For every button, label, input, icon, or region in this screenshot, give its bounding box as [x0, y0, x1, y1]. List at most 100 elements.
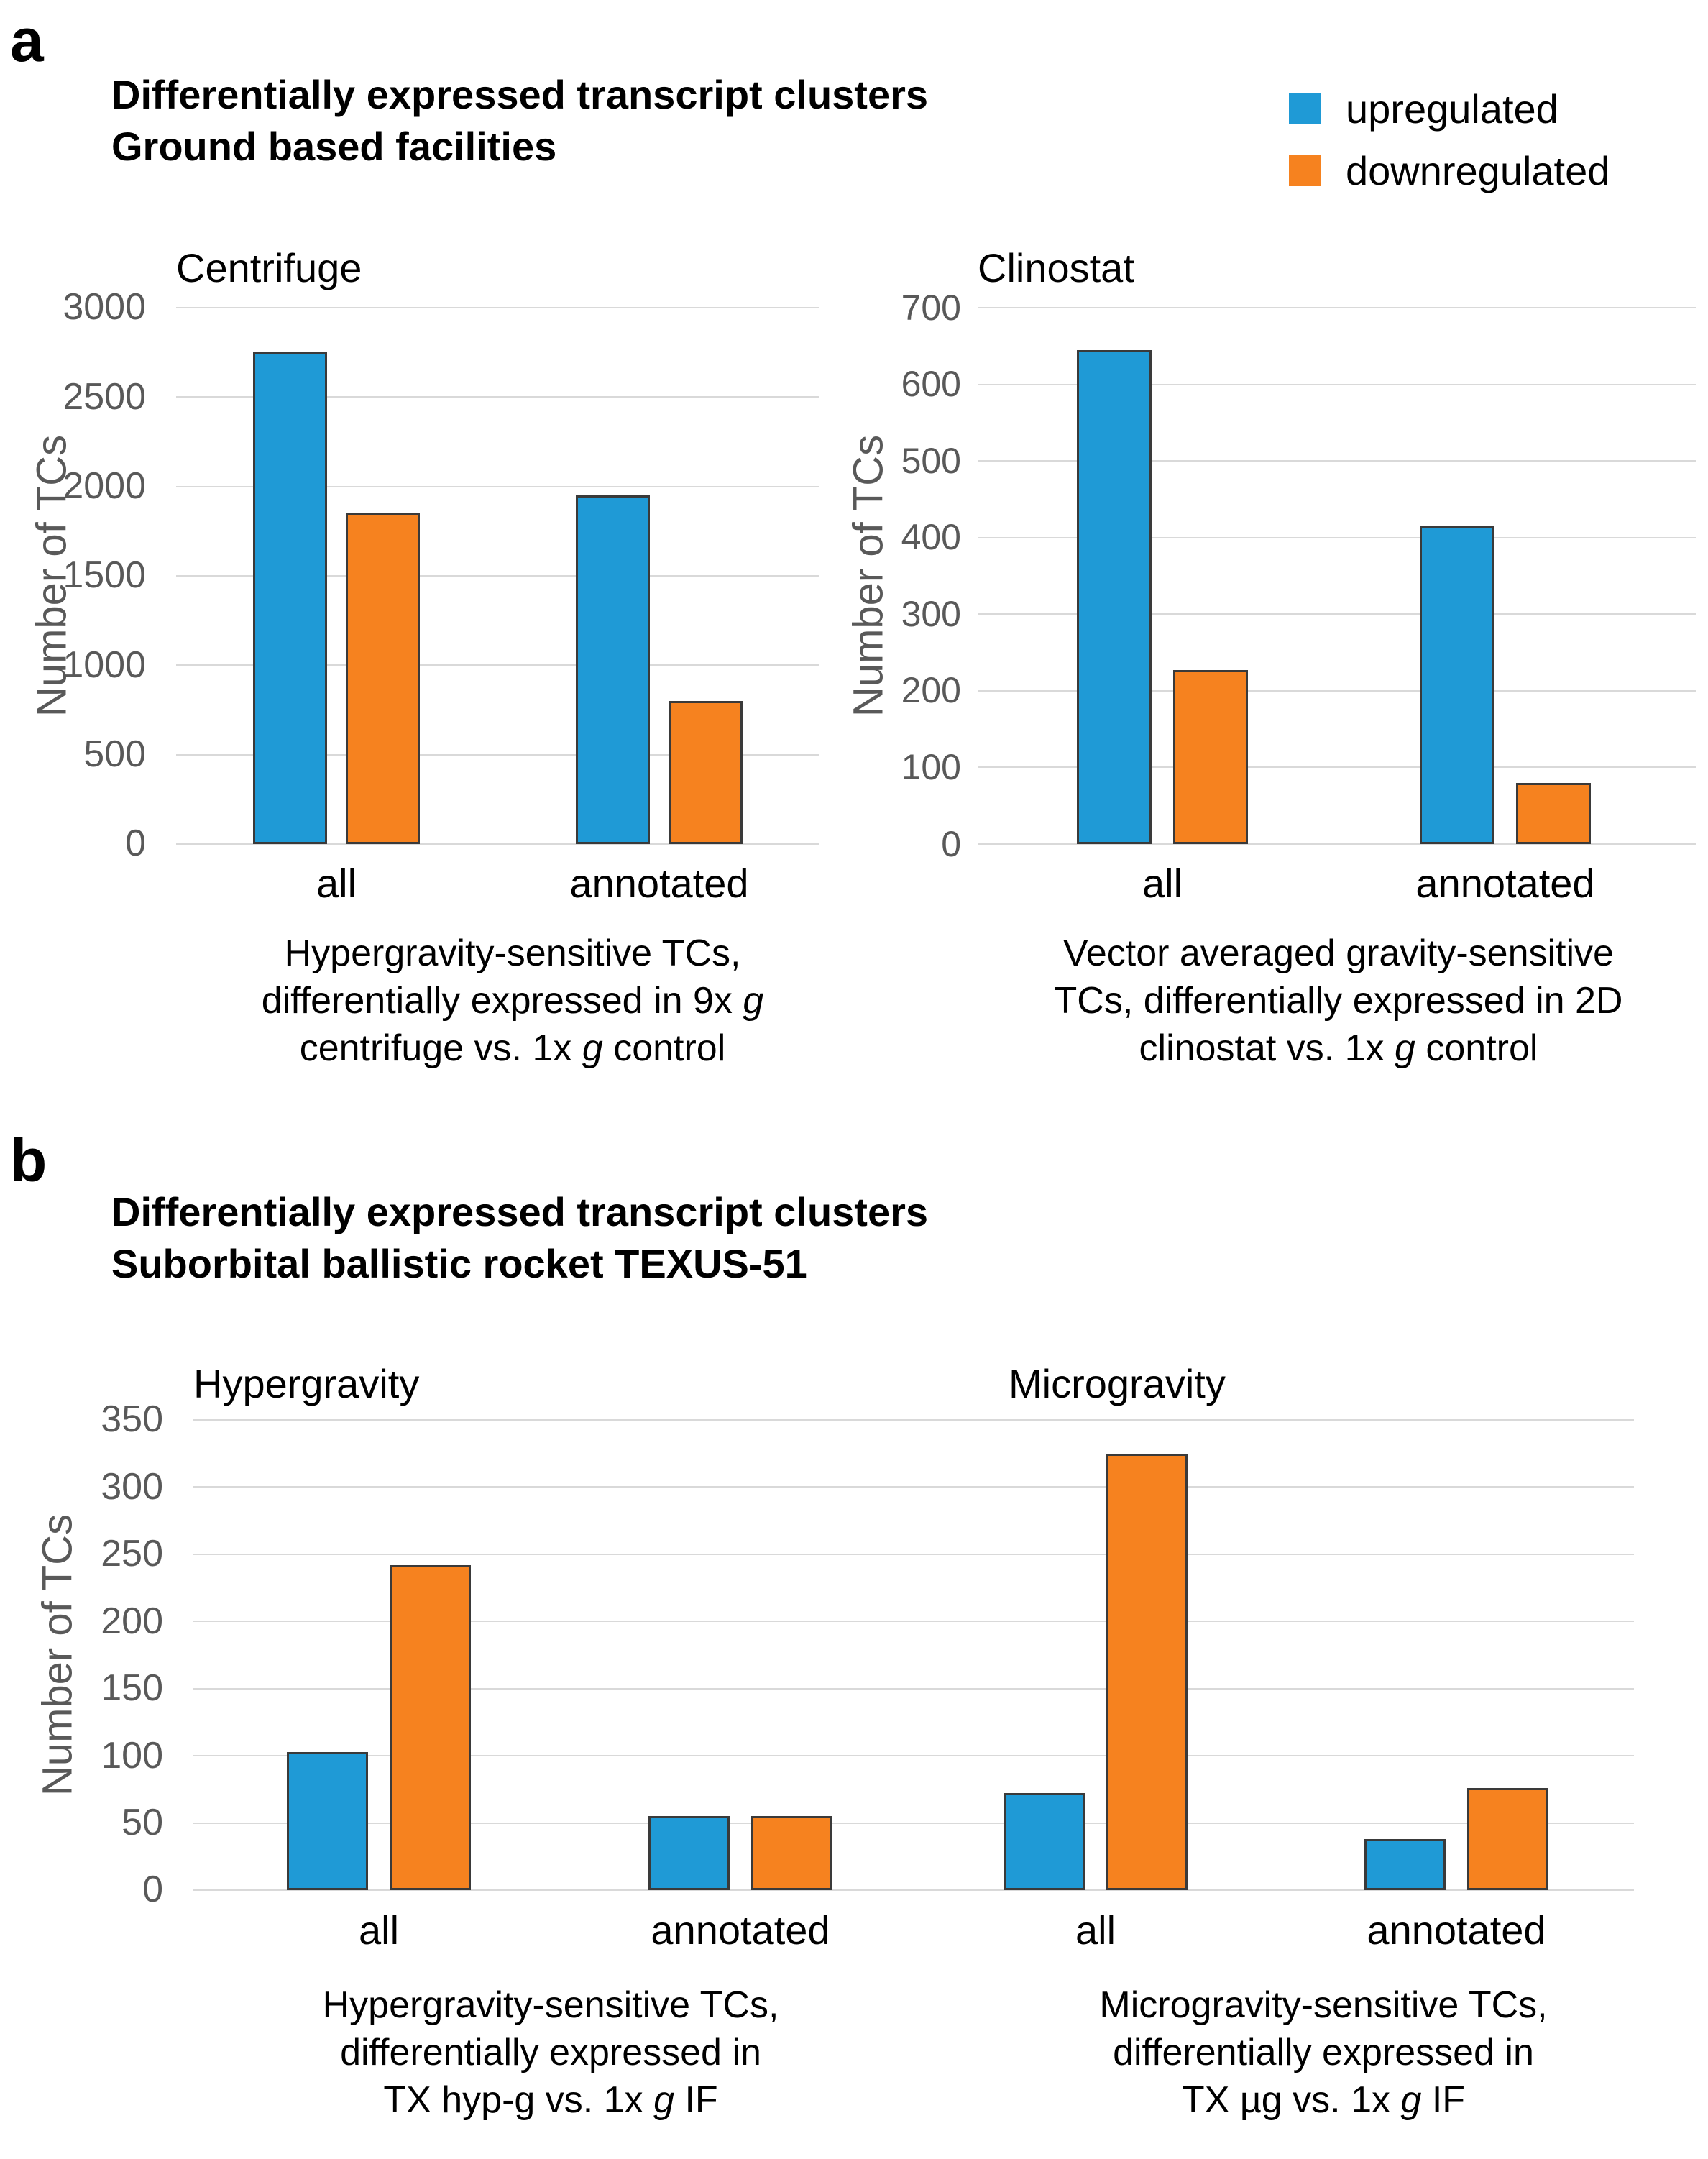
clinostat-tick-label: 700 [901, 288, 961, 328]
texus_hypergravity-bar-upregulated-annotated [648, 1816, 730, 1890]
texus_microgravity-bar-downregulated-annotated [1467, 1788, 1548, 1890]
clinostat-chart-title: Clinostat [978, 245, 1134, 290]
texus_hypergravity-gridline [193, 1554, 1634, 1555]
clinostat-bar-downregulated-all [1173, 670, 1248, 844]
texus_hypergravity-tick-label: 350 [101, 1398, 163, 1440]
centrifuge-tick-label: 1500 [63, 554, 146, 596]
texus_hypergravity-category-label-all: all [358, 1907, 400, 1953]
clinostat-gridline [978, 460, 1696, 462]
clinostat-gridline [978, 537, 1696, 538]
texus_hypergravity-tick-label: 300 [101, 1466, 163, 1508]
clinostat-tick-label: 300 [901, 594, 961, 634]
centrifuge-gridline [176, 486, 819, 487]
centrifuge-tick-label: 1000 [63, 644, 146, 686]
panel-b-label: b [10, 1127, 47, 1194]
panel-a-title-line2: Ground based facilities [111, 124, 557, 169]
centrifuge-category-label-annotated: annotated [569, 861, 749, 906]
texus_microgravity-chart-title: Microgravity [1009, 1361, 1226, 1406]
texus_hypergravity-tick-label: 50 [121, 1802, 163, 1843]
clinostat-gridline [978, 843, 1696, 845]
clinostat-category-label-annotated: annotated [1415, 861, 1595, 906]
texus_hypergravity-bar-downregulated-annotated [751, 1816, 832, 1890]
texus_hypergravity-caption: Hypergravity-sensitive TCs, differentiall… [323, 1981, 779, 2124]
texus_hypergravity-gridline [193, 1688, 1634, 1690]
clinostat-category-label-all: all [1142, 861, 1183, 906]
clinostat-tick-label: 400 [901, 517, 961, 557]
texus_hypergravity-gridline [193, 1823, 1634, 1824]
texus_microgravity-bar-upregulated-annotated [1364, 1839, 1446, 1890]
centrifuge-caption: Hypergravity-sensitive TCs, differentiall… [262, 930, 764, 1072]
clinostat-tick-label: 500 [901, 441, 961, 481]
centrifuge-tick-label: 3000 [63, 286, 146, 328]
clinostat-tick-label: 600 [901, 364, 961, 404]
centrifuge-gridline [176, 396, 819, 398]
centrifuge-bar-upregulated-all [253, 352, 327, 844]
clinostat-bar-upregulated-annotated [1420, 526, 1494, 844]
texus_microgravity-bar-upregulated-all [1004, 1793, 1085, 1890]
clinostat-gridline [978, 384, 1696, 385]
centrifuge-gridline [176, 754, 819, 756]
texus_microgravity-caption-line: TX µg vs. 1x g IF [1181, 2079, 1466, 2121]
centrifuge-gridline [176, 664, 819, 666]
legend-item-downregulated: downregulated [1289, 148, 1610, 193]
legend-label-upregulated: upregulated [1346, 86, 1558, 132]
centrifuge-bar-upregulated-annotated [576, 495, 650, 844]
texus_hypergravity-tick-label: 250 [101, 1533, 163, 1574]
centrifuge-gridline [176, 575, 819, 577]
centrifuge-caption-line: centrifuge vs. 1x g control [299, 1027, 726, 1069]
texus_hypergravity-category-label-annotated: annotated [651, 1907, 830, 1953]
texus_microgravity-caption-line: Microgravity-sensitive TCs, [1099, 1984, 1548, 2026]
texus_hypergravity-tick-label: 100 [101, 1735, 163, 1777]
clinostat-bar-upregulated-all [1077, 350, 1152, 844]
texus_hypergravity-caption-line: Hypergravity-sensitive TCs, [322, 1984, 779, 2026]
texus_hypergravity-chart-title: Hypergravity [193, 1361, 420, 1406]
centrifuge-tick-label: 2000 [63, 465, 146, 507]
clinostat-caption-line: clinostat vs. 1x g control [1139, 1027, 1538, 1069]
texus_microgravity-caption-line: differentially expressed in [1113, 2032, 1534, 2073]
texus_hypergravity-gridline [193, 1755, 1634, 1756]
clinostat-gridline [978, 766, 1696, 768]
legend-label-downregulated: downregulated [1346, 147, 1610, 193]
panel-a-title: Differentially expressed transcript clus… [111, 69, 928, 173]
centrifuge-tick-label: 0 [125, 822, 146, 864]
centrifuge-category-label-all: all [316, 861, 357, 906]
clinostat-y-axis-title: Number of TCs [845, 434, 892, 718]
clinostat-gridline [978, 690, 1696, 692]
panel-b-title-line2: Suborbital ballistic rocket TEXUS-51 [111, 1241, 807, 1286]
texus_hypergravity-y-axis-title: Number of TCs [34, 1513, 81, 1797]
texus_hypergravity-gridline [193, 1889, 1634, 1891]
texus_microgravity-caption: Microgravity-sensitive TCs, differentiall… [1099, 1981, 1547, 2124]
panel-b-title-line1: Differentially expressed transcript clus… [111, 1189, 929, 1234]
centrifuge-gridline [176, 843, 819, 845]
texus_hypergravity-bar-upregulated-all [287, 1752, 368, 1890]
clinostat-gridline [978, 613, 1696, 615]
texus_hypergravity-bar-downregulated-all [390, 1565, 471, 1890]
texus_hypergravity-caption-line: differentially expressed in [340, 2032, 761, 2073]
centrifuge-chart-title: Centrifuge [176, 245, 362, 290]
panel-a-title-line1: Differentially expressed transcript clus… [111, 72, 929, 117]
texus_hypergravity-gridline [193, 1486, 1634, 1488]
centrifuge-bar-downregulated-all [346, 513, 420, 844]
legend-item-upregulated: upregulated [1289, 86, 1610, 132]
legend: upregulated downregulated [1289, 86, 1610, 216]
centrifuge-caption-line: differentially expressed in 9x g [261, 980, 764, 1022]
texus_microgravity-bar-downregulated-all [1106, 1454, 1188, 1890]
clinostat-tick-label: 200 [901, 670, 961, 710]
texus_microgravity-category-label-all: all [1075, 1907, 1116, 1953]
clinostat-tick-label: 100 [901, 747, 961, 787]
panel-b-title: Differentially expressed transcript clus… [111, 1186, 928, 1290]
centrifuge-tick-label: 2500 [63, 376, 146, 418]
clinostat-tick-label: 0 [941, 824, 961, 864]
texus_hypergravity-tick-label: 150 [101, 1667, 163, 1709]
texus_hypergravity-tick-label: 0 [142, 1869, 163, 1910]
downregulated-swatch-icon [1289, 155, 1321, 186]
texus_microgravity-category-label-annotated: annotated [1367, 1907, 1546, 1953]
clinostat-bar-downregulated-annotated [1516, 783, 1591, 844]
clinostat-caption-line: TCs, differentially expressed in 2D [1054, 980, 1623, 1022]
centrifuge-bar-downregulated-annotated [669, 701, 743, 844]
panel-a-label: a [10, 6, 44, 74]
clinostat-caption-line: Vector averaged gravity-sensitive [1063, 932, 1614, 974]
texus_hypergravity-gridline [193, 1419, 1634, 1421]
clinostat-gridline [978, 307, 1696, 308]
